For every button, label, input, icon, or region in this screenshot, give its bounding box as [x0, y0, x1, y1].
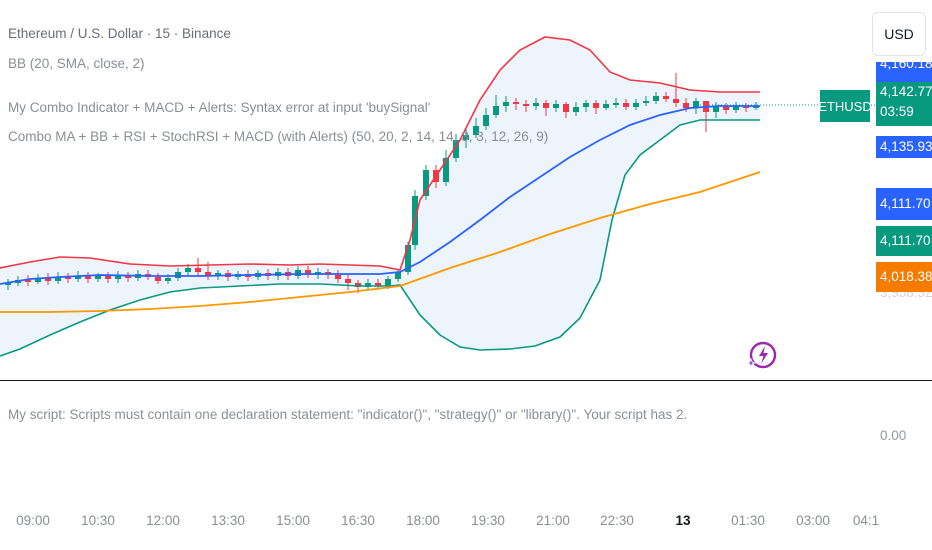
legend-combo-indicator[interactable]: Combo MA + BB + RSI + StochRSI + MACD (w…	[8, 129, 549, 144]
time-tick-041: 04:1	[852, 513, 880, 528]
price-label-current: 4,142.77 03:59	[876, 82, 932, 126]
candle-body	[375, 283, 381, 286]
time-tick-13: 13	[675, 513, 691, 528]
script-error-message: My script: Scripts must contain one decl…	[8, 407, 688, 422]
candle-body	[423, 170, 429, 196]
price-label-hidden: 3,958.32	[880, 292, 932, 300]
candle-body	[295, 270, 301, 276]
candle-body	[335, 275, 341, 279]
candle-body	[195, 268, 201, 272]
time-tick-0130: 01:30	[731, 513, 765, 528]
price-label-orange: 4,018.38	[876, 262, 932, 292]
time-tick-2100: 21:00	[536, 513, 570, 528]
candle-body	[503, 102, 509, 106]
candle-body	[95, 276, 101, 279]
candle-body	[543, 103, 549, 108]
time-tick-1630: 16:30	[341, 513, 375, 528]
candle-body	[25, 280, 31, 282]
time-tick-1800: 18:00	[406, 513, 440, 528]
price-label-bb-basis: 4,135.93	[876, 136, 932, 158]
candle-body	[155, 277, 161, 281]
candle-body	[45, 278, 51, 281]
price-label-blue-2: 4,111.70	[876, 188, 932, 220]
candle-body	[443, 158, 449, 182]
candle-body	[453, 140, 459, 158]
time-tick-1030: 10:30	[81, 513, 115, 528]
candle-body	[713, 106, 719, 112]
candle-body	[105, 276, 111, 279]
candle-body	[553, 104, 559, 108]
candle-body	[673, 99, 679, 103]
candle-body	[165, 278, 171, 281]
candle-body	[365, 283, 371, 287]
candle-body	[723, 106, 729, 110]
lightning-sparkle-icon[interactable]	[744, 337, 780, 373]
candle-body	[583, 103, 589, 107]
bollinger-lower-line	[0, 119, 760, 357]
legend-combo-error[interactable]: My Combo Indicator + MACD + Alerts: Synt…	[8, 100, 431, 115]
candle-body	[593, 103, 599, 108]
candle-body	[345, 279, 351, 283]
legend-bb-indicator[interactable]: BB (20, SMA, close, 2)	[8, 56, 145, 71]
candle-body	[743, 106, 749, 108]
candle-body	[405, 245, 411, 272]
time-tick-0900: 09:00	[16, 513, 50, 528]
candle-body	[643, 101, 649, 103]
moving-average-long-line	[0, 171, 761, 313]
candle-body	[563, 104, 569, 112]
candle-body	[395, 272, 401, 279]
candle-body	[683, 103, 689, 108]
candle-body	[613, 103, 619, 105]
time-tick-1330: 13:30	[211, 513, 245, 528]
bollinger-upper-line	[0, 36, 760, 271]
time-tick-1930: 19:30	[471, 513, 505, 528]
candle-body	[115, 275, 121, 279]
candle-body	[483, 115, 489, 126]
candle-body	[125, 275, 131, 278]
candle-body	[533, 103, 539, 106]
time-tick-2230: 22:30	[600, 513, 634, 528]
candle-body	[603, 104, 609, 108]
pane-divider[interactable]	[0, 380, 932, 381]
chart-title[interactable]: Ethereum / U.S. Dollar · 15 · Binance	[8, 26, 231, 41]
current-price-value: 4,142.77	[880, 84, 932, 99]
candle-body	[305, 270, 311, 275]
price-label-top: 4,160.18	[876, 62, 932, 82]
time-tick-0300: 03:00	[796, 513, 830, 528]
candle-body	[85, 276, 91, 279]
candle-body	[733, 106, 739, 110]
candle-body	[55, 277, 61, 281]
candle-body	[385, 279, 391, 286]
candle-body	[493, 106, 499, 115]
price-label-green: 4,111.70	[876, 226, 932, 256]
currency-button[interactable]: USD	[872, 12, 926, 56]
bollinger-basis-line	[0, 105, 760, 285]
candle-body	[35, 278, 41, 282]
candle-body	[175, 272, 181, 278]
candle-body	[355, 283, 361, 287]
indicator-pane-value: 0.00	[880, 428, 907, 443]
candle-body	[653, 96, 659, 101]
candle-body	[185, 268, 191, 272]
candle-body	[573, 107, 579, 112]
time-tick-1200: 12:00	[146, 513, 180, 528]
symbol-tag: ETHUSD	[818, 90, 872, 122]
candle-body	[753, 106, 759, 108]
candle-body	[623, 103, 629, 107]
candle-body	[633, 103, 639, 107]
candle-body	[75, 276, 81, 279]
candle-body	[663, 96, 669, 99]
candle-body	[65, 277, 71, 279]
candle-body	[523, 104, 529, 106]
candle-body	[215, 273, 221, 276]
candle-body	[693, 101, 699, 108]
time-tick-1500: 15:00	[276, 513, 310, 528]
candle-body	[473, 126, 479, 135]
bar-countdown: 03:59	[880, 104, 914, 119]
candle-body	[205, 272, 211, 276]
candle-body	[5, 283, 11, 285]
candle-body	[513, 102, 519, 104]
candle-body	[463, 135, 469, 140]
